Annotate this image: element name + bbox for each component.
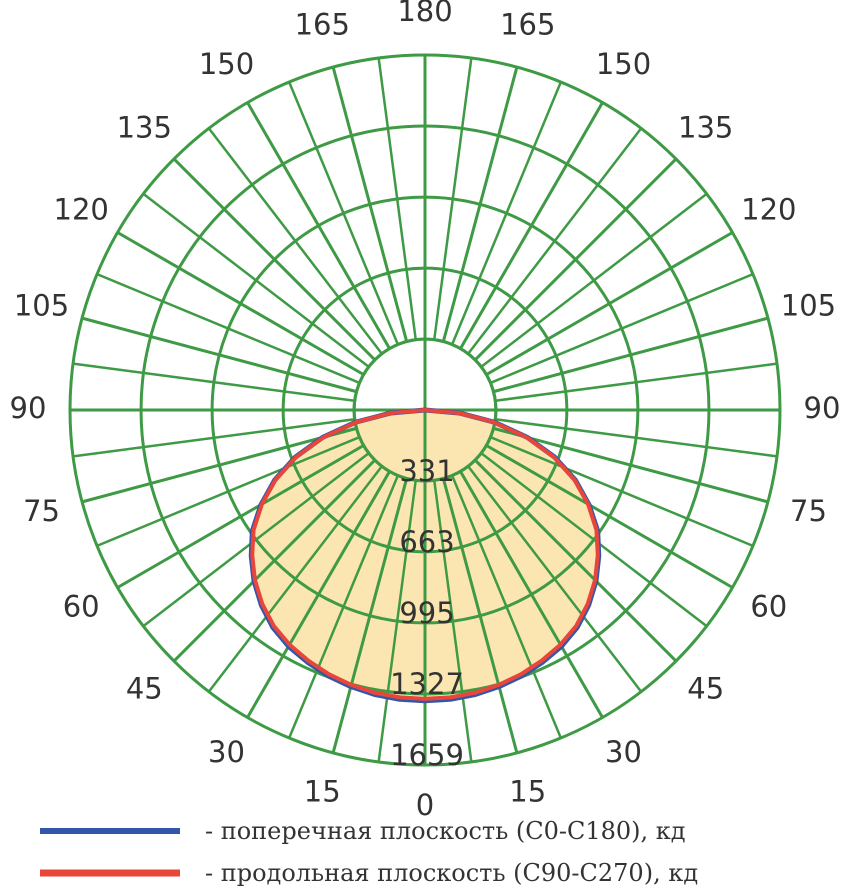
grid-spoke-34 (81, 316, 357, 394)
grid-spoke-14 (493, 316, 769, 394)
grid-spoke-17 (480, 192, 708, 368)
grid-spoke-40 (116, 444, 365, 589)
grid-spoke-23 (433, 57, 473, 340)
angle-label-left-30: 30 (208, 735, 245, 769)
grid-spoke-47 (377, 480, 417, 763)
angle-label-right-165: 165 (500, 8, 555, 42)
angle-label-left-105: 105 (14, 288, 69, 322)
grid-spoke-6 (474, 459, 678, 663)
angle-labels: 0 15 30 45 60 75 90 105 120 135 150 165 180 15 30 45 60 7… (10, 0, 841, 822)
angle-label-right-150: 150 (596, 47, 651, 81)
grid-spoke-35 (72, 362, 355, 402)
grid-spoke-39 (96, 436, 360, 548)
grid-spoke-20 (459, 101, 604, 350)
series-lines (248, 407, 602, 704)
grid-spoke-41 (142, 452, 370, 628)
angle-label-left-135: 135 (117, 110, 172, 144)
grid-spoke-45 (287, 475, 399, 739)
ring-labels: 331 663 995 1327 1659 (390, 454, 464, 772)
angle-label-left-120: 120 (54, 193, 109, 227)
angle-label-right-15: 15 (509, 774, 546, 808)
grid-spoke-13 (495, 362, 778, 402)
grid-spoke-22 (441, 66, 519, 342)
grid-spoke-2 (441, 478, 519, 754)
ring-label-1659: 1659 (390, 738, 464, 772)
grid-spoke-16 (485, 231, 734, 376)
grid-spoke-31 (142, 192, 370, 368)
angle-label-right-120: 120 (741, 193, 796, 227)
grid-spoke-33 (96, 272, 360, 384)
grid-spoke-11 (495, 418, 778, 458)
grid-spoke-44 (246, 470, 391, 719)
angle-label-right-105: 105 (781, 288, 836, 322)
grid-spoke-37 (72, 418, 355, 458)
grid-spoke-43 (207, 465, 383, 693)
angle-label-right-0: 0 (416, 788, 434, 822)
grid-spoke-38 (81, 426, 357, 504)
grid-spoke-9 (490, 436, 754, 548)
grid-spoke-3 (451, 475, 563, 739)
grid-spoke-8 (485, 444, 734, 589)
ring-label-995: 995 (399, 596, 454, 630)
grid-spoke-27 (287, 81, 399, 345)
grid-spoke-29 (207, 127, 383, 355)
angle-label-right-180: 180 (397, 0, 452, 28)
grid-spoke-5 (467, 465, 643, 693)
angle-label-left-45: 45 (126, 672, 163, 706)
ring-label-663: 663 (399, 525, 454, 559)
grid-spoke-46 (331, 478, 409, 754)
ring-label-331: 331 (399, 454, 454, 488)
grid-spoke-32 (116, 231, 365, 376)
angle-label-right-30: 30 (605, 735, 642, 769)
grid-spoke-26 (331, 66, 409, 342)
grid-spoke-18 (474, 157, 678, 361)
grid-spoke-10 (493, 426, 769, 504)
grid-spoke-21 (451, 81, 563, 345)
legend-label-transverse: - поперечная плоскость (C0-C180), кд (205, 817, 686, 845)
legend-label-longitudinal: - продольная плоскость (C90-C270), кд (205, 859, 698, 887)
grid-spoke-19 (467, 127, 643, 355)
grid-spoke-28 (246, 101, 391, 350)
polar-grid (68, 53, 782, 767)
grid-spoke-42 (172, 459, 376, 663)
angle-label-right-45: 45 (687, 672, 724, 706)
grid-spoke-7 (480, 452, 708, 628)
series-line-1 (250, 408, 600, 701)
angle-label-right-135: 135 (678, 110, 733, 144)
angle-label-left-15: 15 (304, 774, 341, 808)
grid-spoke-25 (377, 57, 417, 340)
grid-spoke-4 (459, 470, 604, 719)
angle-label-right-75: 75 (790, 494, 827, 528)
legend: - поперечная плоскость (C0-C180), кд - п… (40, 817, 698, 887)
ring-label-1327: 1327 (390, 667, 464, 701)
angle-label-right-90: 90 (804, 391, 841, 425)
angle-label-right-60: 60 (750, 590, 787, 624)
angle-label-left-165: 165 (295, 8, 350, 42)
angle-label-left-150: 150 (199, 47, 254, 81)
angle-label-left-90: 90 (10, 391, 47, 425)
angle-label-left-75: 75 (23, 494, 60, 528)
grid-spoke-15 (490, 272, 754, 384)
angle-label-left-60: 60 (63, 590, 100, 624)
grid-spoke-1 (433, 480, 473, 763)
grid-spoke-30 (172, 157, 376, 361)
